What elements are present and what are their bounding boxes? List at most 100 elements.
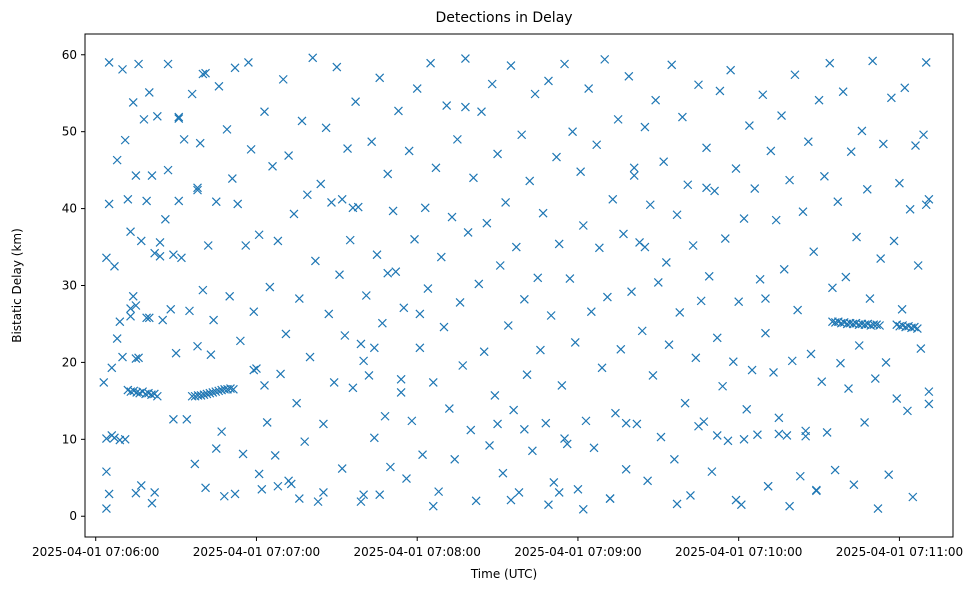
data-point [830, 465, 840, 475]
data-point [474, 279, 484, 289]
data-point [118, 352, 127, 362]
data-point [806, 349, 816, 359]
data-point [581, 416, 591, 426]
data-point [683, 180, 693, 190]
data-point [187, 89, 197, 99]
data-point [667, 60, 677, 70]
data-point [225, 291, 235, 301]
data-point [696, 296, 706, 306]
data-point [627, 287, 636, 297]
data-point [343, 144, 352, 154]
data-point [270, 451, 280, 460]
data-point [744, 121, 754, 130]
data-point [908, 492, 918, 502]
data-point [710, 186, 719, 196]
data-point [602, 292, 612, 302]
data-point [801, 431, 811, 441]
data-point [273, 236, 283, 246]
data-point [420, 203, 430, 213]
data-point [185, 306, 194, 316]
data-point [375, 490, 385, 500]
data-point [621, 418, 631, 428]
data-point [825, 58, 835, 68]
data-point [495, 261, 505, 270]
data-point [568, 127, 578, 137]
data-point [233, 199, 243, 209]
data-point [268, 161, 277, 171]
data-point [573, 484, 583, 494]
data-point [463, 228, 473, 237]
data-point [479, 347, 489, 357]
data-point [190, 459, 200, 469]
data-point [442, 101, 452, 110]
data-point [142, 313, 152, 323]
data-point [889, 236, 899, 246]
data-point [536, 345, 545, 355]
data-point [677, 112, 687, 122]
data-point [758, 90, 768, 100]
data-point [359, 490, 369, 500]
data-point [844, 384, 853, 393]
data-point [811, 486, 821, 496]
data-point [514, 487, 524, 497]
data-point [369, 343, 379, 353]
data-point [471, 496, 481, 506]
data-point [402, 474, 411, 483]
data-point [226, 384, 235, 393]
data-point [903, 406, 912, 416]
data-point [428, 501, 438, 511]
data-point [329, 377, 339, 387]
data-point [436, 252, 446, 262]
data-point [201, 483, 210, 493]
data-point [884, 470, 894, 480]
data-point [836, 358, 845, 368]
data-point [214, 81, 224, 91]
data-point [174, 112, 184, 122]
data-point [348, 203, 358, 213]
data-point [616, 344, 626, 354]
data-point [168, 250, 178, 260]
data-point [527, 446, 537, 456]
data-point [565, 274, 575, 284]
data-point [163, 165, 173, 175]
y-tick-label: 60 [62, 48, 77, 62]
data-point [785, 175, 795, 185]
data-point [104, 58, 114, 67]
data-point [195, 138, 205, 148]
data-point [594, 243, 604, 253]
data-point [99, 377, 109, 387]
data-point [728, 357, 738, 367]
data-point [319, 419, 328, 429]
data-point [557, 381, 567, 390]
x-tick-label: 2025-04-01 07:07:00 [193, 545, 320, 559]
data-point [262, 417, 272, 427]
data-point [669, 454, 679, 464]
data-point [252, 364, 261, 373]
data-point [305, 352, 315, 362]
data-point [544, 76, 553, 86]
data-point [739, 214, 749, 224]
data-point [431, 163, 441, 173]
data-point [294, 494, 304, 503]
data-point [118, 64, 127, 74]
data-point [586, 307, 596, 317]
y-tick-label: 20 [62, 355, 77, 369]
data-point [640, 242, 650, 252]
data-point [774, 429, 784, 439]
data-point [747, 365, 757, 375]
data-point [219, 491, 229, 501]
data-point [597, 363, 607, 373]
data-point [578, 221, 588, 230]
data-point [924, 194, 934, 204]
chart-title: Detections in Delay [435, 10, 572, 26]
y-tick-label: 40 [62, 202, 77, 216]
data-point [396, 387, 406, 397]
data-point [107, 363, 117, 373]
data-point [619, 229, 628, 239]
data-point [230, 489, 240, 499]
data-point [174, 196, 184, 206]
data-point [779, 264, 789, 274]
data-point [359, 356, 369, 366]
data-point [900, 83, 910, 93]
data-point [857, 126, 867, 136]
